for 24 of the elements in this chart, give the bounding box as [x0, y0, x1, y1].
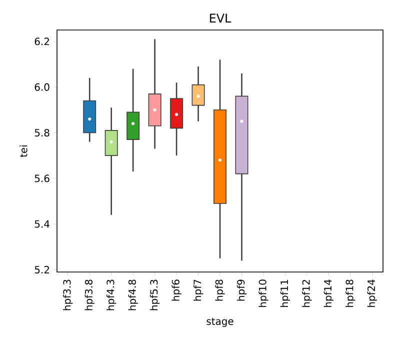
x-tick-label: hpf9: [236, 280, 247, 301]
x-tick-label: hpf4.8: [128, 280, 138, 310]
x-tick-label: hpf5.3: [150, 280, 160, 310]
x-tick-label: hpf3.8: [84, 280, 94, 310]
x-tick-label: hpf6: [172, 280, 182, 301]
x-tick-label: hpf12: [302, 280, 312, 307]
x-tick-label: hpf8: [215, 280, 225, 301]
y-tick-label: 5.2: [34, 266, 49, 274]
y-tick-label: 6.0: [34, 83, 50, 91]
y-tick-label: 5.4: [34, 220, 50, 228]
x-tick-label: hpf4.3: [106, 280, 116, 310]
x-tick-label: hpf11: [280, 280, 290, 307]
y-tick-label: 6.2: [34, 38, 49, 46]
x-tick-label: hpf14: [324, 280, 334, 307]
x-tick-label: hpf18: [346, 280, 356, 307]
y-axis-title: tei: [20, 146, 28, 158]
x-tick-label: hpf7: [193, 280, 204, 301]
y-tick-label: 5.6: [34, 174, 50, 182]
y-tick-label: 5.8: [34, 128, 50, 136]
x-tick-label: hpf10: [258, 280, 268, 307]
x-axis-title: stage: [206, 318, 234, 327]
x-tick-label: hpf3.3: [63, 280, 73, 310]
x-tick-label: hpf24: [367, 280, 377, 307]
chart-title: EVL: [210, 14, 232, 22]
